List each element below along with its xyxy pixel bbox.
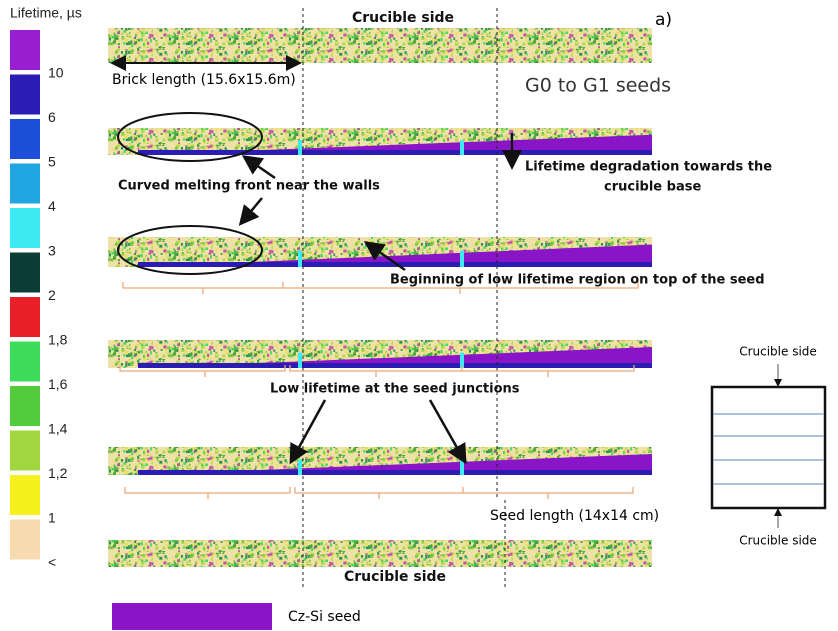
annotation: Lifetime degradation towards the bbox=[525, 160, 772, 175]
seeds-title: G0 to G1 seeds bbox=[525, 75, 671, 97]
colorbar-swatch bbox=[10, 208, 40, 248]
colorbar-label: 1 bbox=[48, 510, 56, 526]
figure: Lifetime, µs 10 6 5 4 3 2 1,8 1,6 1,4 1,2 1 < Cruci… bbox=[0, 0, 838, 631]
annotation: Low lifetime at the seed junctions bbox=[270, 382, 520, 397]
colorbar-swatch bbox=[10, 431, 40, 471]
colorbar-label: 6 bbox=[48, 109, 56, 125]
colorbar-label: 5 bbox=[48, 154, 56, 170]
brick-length: Brick length (15.6x15.6m) bbox=[112, 72, 296, 88]
legend-swatch bbox=[112, 603, 272, 630]
colorbar-swatch bbox=[10, 119, 40, 159]
annotation: crucible base bbox=[604, 180, 701, 195]
seed-base bbox=[138, 470, 652, 475]
colorbar-label: < bbox=[48, 554, 56, 570]
colorbar-swatch bbox=[10, 164, 40, 204]
seed-junction bbox=[298, 460, 302, 475]
map-strip bbox=[108, 28, 652, 63]
colorbar-swatch bbox=[10, 520, 40, 560]
schematic-top-label: Crucible side bbox=[739, 345, 817, 359]
seed-junction bbox=[298, 353, 302, 368]
annotation: Beginning of low lifetime region on top … bbox=[390, 273, 765, 288]
schematic-bottom-label: Crucible side bbox=[739, 534, 817, 548]
seed-base bbox=[138, 363, 652, 368]
seed-length: Seed length (14x14 cm) bbox=[490, 508, 659, 524]
colorbar-title: Lifetime, µs bbox=[10, 5, 82, 21]
annotation: Curved melting front near the walls bbox=[118, 179, 380, 194]
colorbar-label: 1,2 bbox=[48, 465, 68, 481]
colorbar: 10 6 5 4 3 2 1,8 1,6 1,4 1,2 1 < bbox=[10, 30, 68, 570]
colorbar-label: 1,6 bbox=[48, 376, 68, 392]
overlays bbox=[114, 8, 825, 590]
colorbar-label: 4 bbox=[48, 198, 56, 214]
seed-junction bbox=[298, 140, 302, 155]
panel-label: a) bbox=[655, 10, 672, 30]
colorbar-label: 3 bbox=[48, 243, 56, 259]
map-strip bbox=[108, 540, 652, 567]
colorbar-swatch bbox=[10, 475, 40, 515]
colorbar-label: 1,4 bbox=[48, 421, 68, 437]
seed-base bbox=[138, 150, 652, 155]
annotation-arrow bbox=[246, 158, 275, 178]
colorbar-label: 2 bbox=[48, 287, 56, 303]
lifetime-maps bbox=[108, 28, 652, 567]
bottom-label: Crucible side bbox=[344, 569, 446, 585]
annotation-arrow bbox=[242, 198, 262, 222]
colorbar-label: 10 bbox=[48, 65, 64, 81]
seed-junction bbox=[460, 140, 464, 155]
seed-junction bbox=[298, 251, 302, 268]
top-label: Crucible side bbox=[352, 10, 454, 26]
colorbar-swatch bbox=[10, 30, 40, 70]
bracket bbox=[125, 487, 633, 499]
schematic-brick bbox=[712, 387, 825, 508]
seed-junction bbox=[460, 460, 464, 475]
colorbar-swatch bbox=[10, 75, 40, 115]
colorbar-swatch bbox=[10, 253, 40, 293]
seed-junction bbox=[460, 251, 464, 268]
colorbar-swatch bbox=[10, 386, 40, 426]
colorbar-label: 1,8 bbox=[48, 332, 68, 348]
colorbar-swatch bbox=[10, 297, 40, 337]
legend-label: Cz-Si seed bbox=[288, 609, 361, 625]
colorbar-swatch bbox=[10, 342, 40, 382]
